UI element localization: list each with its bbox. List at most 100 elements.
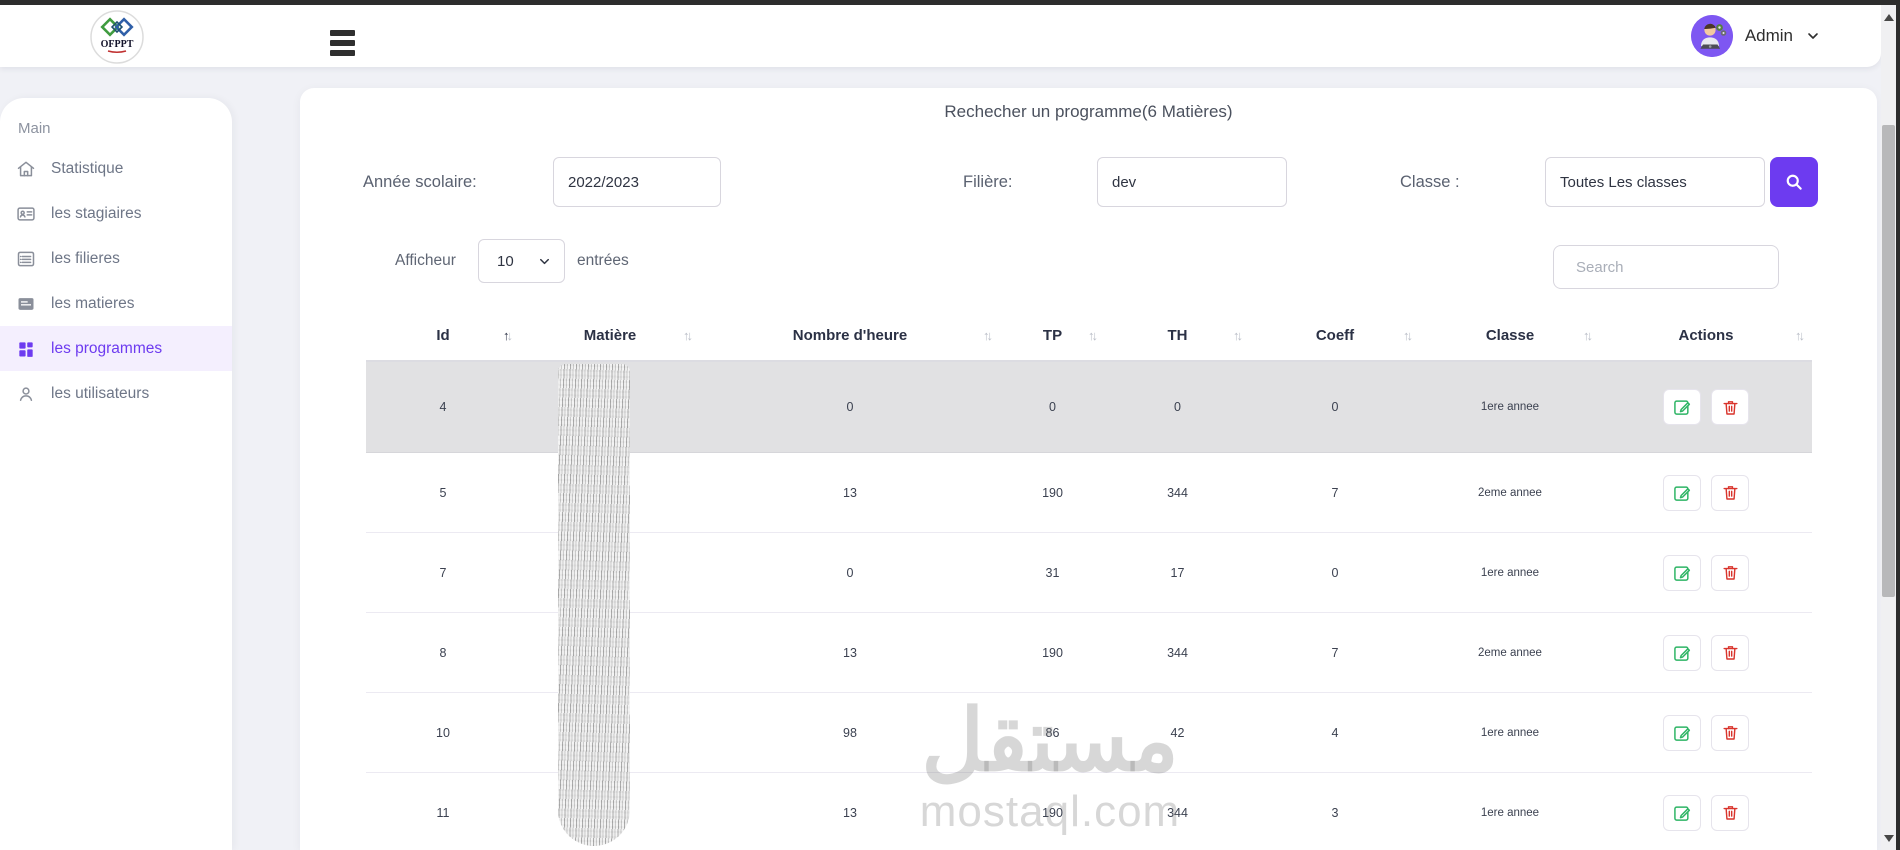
table-header-row: Id ↑↓ Matière ↑↓ Nombre d'heure ↑↓ TP ↑↓… [366,310,1812,362]
edit-button[interactable] [1663,794,1701,831]
cell-tp: 190 [1042,645,1063,660]
sidebar-item-les-utilisateurs[interactable]: les utilisateurs [0,371,232,416]
cell-nombre-heure: 0 [846,400,854,414]
edit-button[interactable] [1663,474,1701,511]
cell-tp: 190 [1042,485,1063,500]
cell-coeff: 7 [1331,485,1339,500]
sidebar-item-les-stagiaires[interactable]: les stagiaires [0,191,232,236]
trash-icon [1722,486,1738,500]
cell-coeff: 4 [1331,725,1339,740]
programmes-panel: Rechecher un programme(6 Matières) Année… [300,88,1877,850]
scroll-down-arrow[interactable] [1881,830,1896,846]
column-header-classe[interactable]: Classe ↑↓ [1485,326,1593,344]
cell-id: 7 [439,565,447,580]
trash-icon [1722,726,1738,740]
sort-icon[interactable]: ↑↓ [1795,327,1805,343]
sidebar-item-les-filieres[interactable]: les filieres [0,236,232,281]
sort-icon[interactable]: ↑↓ [983,327,993,343]
trash-icon [1722,400,1738,415]
sidebar-menu: Statistique les stagiaires les filieres … [0,146,232,416]
cell-id: 5 [439,485,447,500]
admin-username: Admin [1744,26,1793,45]
scroll-up-arrow[interactable] [1881,9,1896,25]
column-header-actions[interactable]: Actions ↑↓ [1678,326,1805,344]
delete-button[interactable] [1711,794,1749,831]
trash-icon [1722,566,1738,580]
scrollbar-thumb[interactable] [1882,125,1895,597]
user-icon [16,384,36,404]
menu-toggle-button[interactable] [330,29,356,61]
entries-count-select[interactable]: 10 [478,239,565,283]
cell-id: 8 [439,645,447,660]
cell-tp: 190 [1042,805,1063,820]
cell-classe: 1ere annee [1480,726,1540,739]
sidebar-item-label: les programmes [51,339,163,357]
cell-classe: 2eme annee [1478,646,1542,659]
edit-button[interactable] [1663,714,1701,751]
column-header-id[interactable]: Id ↑↓ [436,326,513,344]
cell-tp: 86 [1045,725,1060,740]
classe-input[interactable] [1545,157,1765,207]
cell-classe: 1ere annee [1480,566,1540,579]
sort-icon[interactable]: ↑↓ [1403,327,1413,343]
table-row: 10 98 86 42 4 1ere annee [366,693,1812,773]
sort-icon[interactable]: ↑↓ [1088,327,1098,343]
search-submit-button[interactable] [1770,157,1818,207]
column-header-coeff[interactable]: Coeff ↑↓ [1315,326,1413,344]
delete-button[interactable] [1711,389,1749,425]
home-icon [16,159,36,179]
sort-icon[interactable]: ↑↓ [1583,327,1593,343]
column-header-nombre-d-heure[interactable]: Nombre d'heure ↑↓ [792,326,993,344]
admin-menu[interactable]: Admin [1690,13,1821,59]
delete-button[interactable] [1711,714,1749,751]
edit-icon [1674,565,1691,581]
edit-button[interactable] [1663,554,1701,591]
cell-id: 4 [439,400,447,414]
sort-icon[interactable]: ↑↓ [683,327,693,343]
filiere-input[interactable] [1097,157,1287,207]
page-scrollbar[interactable] [1881,5,1896,850]
delete-button[interactable] [1711,554,1749,591]
sidebar: Main Statistique les stagiaires les fili… [0,98,232,850]
cell-th: 42 [1170,725,1185,740]
delete-button[interactable] [1711,474,1749,511]
cell-actions [1600,453,1812,532]
cell-classe: 1ere annee [1480,401,1540,413]
cell-classe: 2eme annee [1478,486,1542,499]
sidebar-item-label: les filieres [51,249,120,267]
edit-button[interactable] [1663,389,1701,425]
edit-icon [1674,485,1691,501]
column-header-mati-re[interactable]: Matière ↑↓ [583,326,693,344]
table-controls: Afficheur 10 entrées [300,239,1877,289]
column-header-tp[interactable]: TP ↑↓ [1042,326,1098,344]
sidebar-section-label: Main [18,120,51,137]
table-search-box [1553,245,1779,289]
trash-icon [1722,646,1738,660]
entries-show-label: Afficheur [395,252,456,269]
edit-icon [1674,805,1691,821]
sidebar-item-label: les stagiaires [51,204,142,222]
sidebar-item-statistique[interactable]: Statistique [0,146,232,191]
window-top-edge [0,0,1900,5]
edit-icon [1674,725,1691,741]
table-search-input[interactable] [1576,258,1775,276]
svg-text:OFPPT: OFPPT [101,39,134,50]
cell-actions [1600,773,1812,850]
cell-th: 0 [1174,400,1181,414]
annee-scolaire-label: Année scolaire: [363,172,477,191]
cell-th: 344 [1167,485,1188,500]
sidebar-item-les-programmes[interactable]: les programmes [0,326,232,371]
cell-coeff: 0 [1331,565,1339,580]
chevron-down-icon [540,258,549,264]
classe-label: Classe : [1400,172,1460,191]
column-header-th[interactable]: TH ↑↓ [1167,326,1243,344]
sidebar-item-les-matieres[interactable]: les matieres [0,281,232,326]
annee-scolaire-input[interactable] [553,157,721,207]
sort-icon[interactable]: ↑↓ [1233,327,1243,343]
edit-button[interactable] [1663,634,1701,671]
delete-button[interactable] [1711,634,1749,671]
sort-icon[interactable]: ↑↓ [503,327,513,343]
list-icon [16,249,36,269]
entries-suffix-label: entrées [577,252,629,269]
window-right-edge [1896,0,1900,850]
